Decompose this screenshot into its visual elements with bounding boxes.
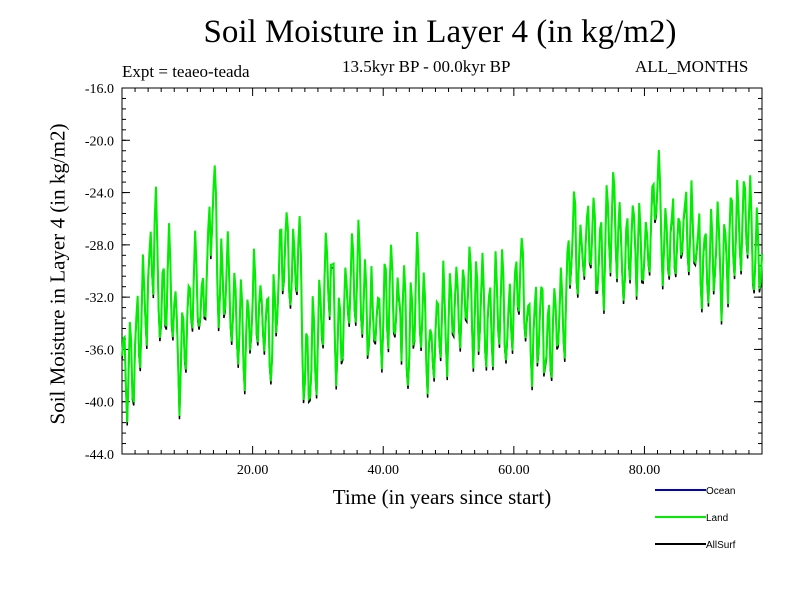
y-tick-label: -44.0 bbox=[85, 448, 114, 463]
period-label: 13.5kyr BP - 00.0kyr BP bbox=[342, 57, 511, 76]
series-line-land bbox=[121, 150, 763, 423]
series-lines bbox=[121, 150, 763, 426]
x-tick-label: 20.00 bbox=[237, 463, 269, 478]
y-tick-label: -20.0 bbox=[85, 134, 114, 149]
legend-label-ocean: Ocean bbox=[706, 486, 735, 497]
x-tick-label: 80.00 bbox=[629, 463, 661, 478]
chart-title: Soil Moisture in Layer 4 (in kg/m2) bbox=[203, 14, 677, 50]
experiment-label: Expt = teaeo-teada bbox=[122, 62, 250, 81]
y-tick-label: -32.0 bbox=[85, 291, 114, 306]
x-axis-label: Time (in years since start) bbox=[332, 485, 552, 509]
y-tick-label: -36.0 bbox=[85, 343, 114, 358]
y-tick-label: -40.0 bbox=[85, 396, 114, 411]
legend-label-allsurf: AllSurf bbox=[706, 540, 736, 551]
months-label: ALL_MONTHS bbox=[635, 57, 749, 76]
legend-label-land: Land bbox=[706, 513, 728, 524]
y-tick-label: -24.0 bbox=[85, 187, 114, 202]
y-tick-label: -16.0 bbox=[85, 82, 114, 97]
x-tick-label: 40.00 bbox=[367, 463, 399, 478]
axis-ticks: -16.0 -20.0 -24.0 -28.0 -32.0 -36.0 -40.0 -44.0… bbox=[85, 82, 763, 478]
y-tick-label: -28.0 bbox=[85, 239, 114, 254]
x-tick-label: 60.00 bbox=[498, 463, 530, 478]
legend: Ocean Land AllSurf bbox=[655, 486, 736, 551]
